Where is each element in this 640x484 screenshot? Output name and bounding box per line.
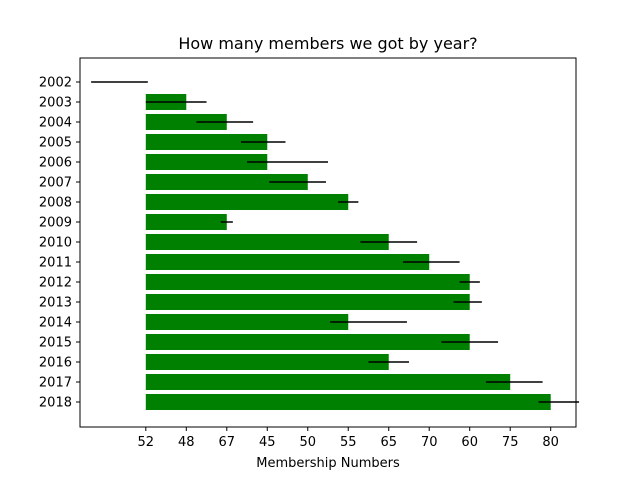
bar-2009 [145,214,227,230]
bar-2008 [145,194,349,210]
bar-2014 [145,314,349,330]
y-tick-label: 2007 [39,176,72,191]
y-tick-label: 2016 [39,356,72,371]
bar-2006 [145,154,268,170]
bar-2007 [145,174,308,190]
y-tick-label: 2009 [39,216,72,231]
y-tick-label: 2004 [39,116,72,131]
bar-2012 [145,274,470,290]
bar-2017 [145,374,511,390]
x-axis-ticks: 52 48 67 45 50 55 65 70 60 75 80 [138,427,559,450]
bar-2004 [145,114,227,130]
x-tick-label: 65 [380,435,397,450]
y-tick-label: 2017 [39,376,72,391]
x-tick-label: 52 [138,435,155,450]
chart-title: How many members we got by year? [178,34,477,53]
y-tick-label: 2018 [39,396,72,411]
bar-2005 [145,134,268,150]
y-tick-label: 2008 [39,196,72,211]
y-tick-label: 2013 [39,296,72,311]
y-tick-label: 2002 [39,76,72,91]
x-axis-label: Membership Numbers [256,456,400,471]
y-tick-label: 2010 [39,236,72,251]
x-tick-label: 45 [259,435,276,450]
bar-2010 [145,234,389,250]
bar-2018 [145,394,551,410]
bar-2015 [145,334,470,350]
bar-2016 [145,354,389,370]
y-tick-label: 2014 [39,316,72,331]
y-tick-label: 2012 [39,276,72,291]
y-tick-label: 2003 [39,96,72,111]
y-tick-label: 2011 [39,256,72,271]
x-tick-label: 50 [299,435,316,450]
x-tick-label: 75 [502,435,519,450]
bar-2013 [145,294,470,310]
x-tick-label: 60 [461,435,478,450]
y-tick-label: 2005 [39,136,72,151]
y-axis-ticks: 2002 2003 2004 2005 2006 2007 2008 2009 2010 2011… [39,76,80,411]
x-tick-label: 70 [421,435,438,450]
bars-layer [145,94,551,410]
x-tick-label: 67 [219,435,236,450]
bar-2011 [145,254,430,270]
y-tick-label: 2006 [39,156,72,171]
error-bars-layer [91,81,580,403]
x-tick-label: 48 [178,435,195,450]
y-tick-label: 2015 [39,336,72,351]
x-tick-label: 80 [542,435,559,450]
x-tick-label: 55 [340,435,357,450]
